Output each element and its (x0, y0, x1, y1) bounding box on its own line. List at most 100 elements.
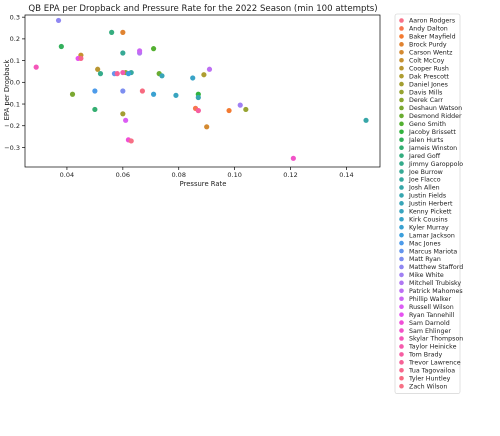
legend-marker (399, 129, 404, 135)
data-point (120, 111, 126, 117)
x-tick-label: 0.12 (283, 171, 297, 179)
y-tick-label: 0.3 (10, 13, 20, 21)
legend-marker (399, 145, 404, 150)
legend-label: Kenny Pickett (409, 209, 452, 216)
legend-marker (399, 81, 404, 87)
legend-label: Tua Tagovailoa (408, 368, 455, 375)
y-tick-label: 0.0 (10, 79, 20, 87)
legend-label: Cooper Rush (409, 65, 449, 72)
data-point (109, 29, 115, 35)
legend-label: Skylar Thompson (409, 336, 463, 343)
legend-marker (399, 368, 404, 373)
legend-label: Geno Smith (409, 121, 446, 128)
data-point (190, 75, 196, 81)
legend-marker (399, 224, 404, 230)
legend-label: Colt McCoy (409, 57, 445, 64)
legend-marker (399, 153, 404, 158)
legend-label: Justin Fields (408, 193, 446, 200)
legend-marker (399, 320, 404, 325)
data-point (123, 117, 129, 123)
legend-marker (399, 216, 404, 222)
data-point (114, 71, 120, 77)
legend-marker (399, 18, 404, 23)
legend-label: Kirk Cousins (409, 216, 448, 223)
data-point (150, 91, 157, 97)
data-point (97, 71, 104, 77)
legend-marker (399, 256, 404, 262)
axis-ticks: 0.04 0.06 0.08 0.10 0.12 0.14 0.3 0.2 0.1 0.0 −0.1… (4, 13, 353, 179)
legend-label: Aaron Rodgers (409, 18, 455, 25)
legend-marker (399, 232, 404, 238)
legend-marker (399, 42, 404, 47)
legend-marker (399, 26, 404, 31)
data-point (69, 91, 76, 97)
data-point (92, 88, 98, 94)
legend-label: Mike White (409, 272, 444, 279)
data-point (128, 138, 134, 144)
y-tick-label: −0.1 (4, 100, 20, 108)
legend-label: Marcus Mariota (409, 248, 457, 255)
data-point (363, 117, 369, 123)
legend-marker (399, 105, 404, 111)
data-point (173, 92, 179, 98)
legend-label: Derek Carr (409, 97, 443, 104)
legend-label: Joe Flacco (408, 177, 441, 184)
data-point (33, 64, 39, 70)
x-tick-label: 0.06 (116, 171, 130, 179)
data-point (120, 29, 126, 35)
legend-label: Justin Herbert (408, 201, 453, 208)
data-point (95, 66, 101, 72)
data-point (204, 124, 210, 130)
legend-label: Jalen Hurts (408, 137, 443, 144)
data-point (125, 71, 132, 77)
legend-label: Andy Dalton (409, 26, 448, 33)
legend-label: Sam Ehlinger (409, 328, 451, 335)
legend-label: Taylor Heinicke (408, 344, 457, 351)
legend-label: Trevor Lawrence (408, 360, 461, 367)
legend-label: Lamar Jackson (409, 232, 455, 239)
legend-box (394, 13, 461, 394)
legend-marker (399, 89, 404, 95)
legend-marker (399, 161, 404, 166)
legend-marker (399, 177, 404, 182)
legend-marker (399, 272, 404, 278)
legend-label: Matthew Stafford (409, 264, 463, 271)
y-axis-label: EPA per Dropback (3, 60, 11, 121)
legend-marker (399, 280, 404, 286)
legend-marker (399, 185, 404, 190)
legend-marker (399, 296, 404, 302)
legend-label: Mac Jones (409, 240, 441, 247)
legend-marker (399, 97, 404, 103)
legend-marker (399, 73, 404, 79)
data-point (139, 88, 146, 94)
legend-label: Phillip Walker (409, 296, 452, 303)
legend-marker (399, 57, 404, 63)
legend-label: Tyler Huntley (408, 375, 451, 382)
x-tick-label: 0.08 (171, 171, 185, 179)
legend-marker (399, 201, 404, 206)
x-tick-label: 0.14 (339, 171, 353, 179)
legend-marker (399, 328, 404, 333)
legend-label: Jacoby Brissett (408, 129, 456, 136)
legend-marker (399, 169, 404, 174)
data-points (33, 17, 369, 161)
legend-label: Deshaun Watson (409, 105, 462, 112)
x-tick-label: 0.10 (227, 171, 241, 179)
legend-label: Desmond Ridder (409, 113, 462, 120)
data-point (137, 48, 143, 54)
legend-marker (399, 312, 404, 317)
legend-label: Kyler Murray (409, 224, 449, 231)
y-tick-label: −0.2 (4, 122, 20, 130)
legend-marker (399, 352, 404, 357)
y-tick-label: 0.1 (10, 57, 20, 65)
data-point (120, 50, 126, 56)
legend-label: Jared Goff (408, 153, 441, 160)
data-point (237, 102, 243, 108)
data-point (243, 106, 249, 113)
data-point (201, 72, 207, 78)
data-point (58, 43, 64, 50)
legend-marker (399, 121, 404, 127)
y-tick-label: 0.2 (10, 35, 20, 43)
